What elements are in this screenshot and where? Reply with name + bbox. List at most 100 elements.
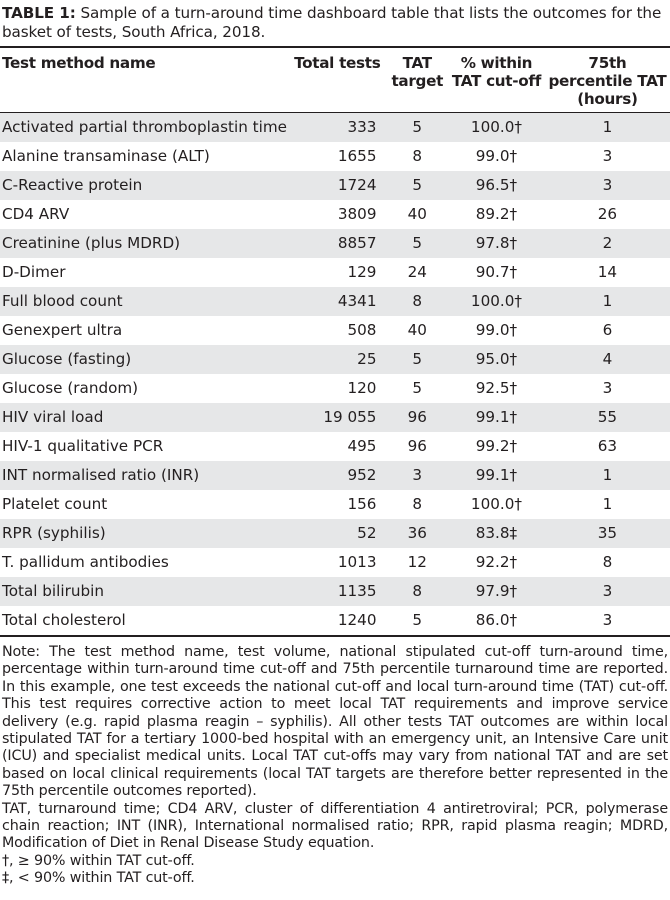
- abbreviations-paragraph: TAT, turnaround time; CD4 ARV, cluster o…: [2, 800, 668, 852]
- tat-table: Test method name Total tests TAT target …: [0, 46, 670, 637]
- cell-pct-within: 100.0†: [448, 287, 545, 316]
- cell-tat-target: 40: [407, 321, 427, 339]
- cell-test-name: Total bilirubin: [0, 577, 289, 606]
- cell-pct-within: 99.1†: [448, 403, 545, 432]
- cell-pct-within: 99.2†: [475, 437, 518, 455]
- cell-pct-within: 100.0†: [448, 112, 545, 142]
- cell-test-name: D-Dimer: [2, 263, 66, 281]
- cell-pct-within: 100.0†: [470, 495, 522, 513]
- cell-total-tests: 19 055: [288, 403, 387, 432]
- cell-total-tests: 120: [347, 379, 377, 397]
- cell-test-name: INT normalised ratio (INR): [0, 461, 289, 490]
- cell-tat-target: 96: [407, 437, 427, 455]
- cell-total-tests: 1240: [337, 611, 377, 629]
- cell-75th-percentile: 35: [544, 519, 670, 548]
- cell-tat-target: 8: [386, 287, 449, 316]
- cell-pct-within: 99.0†: [475, 321, 518, 339]
- cell-pct-within: 95.0†: [448, 345, 545, 374]
- cell-total-tests: 4341: [288, 287, 387, 316]
- table-row: D-Dimer 129 24 90.7† 14: [0, 258, 670, 287]
- cell-tat-target: 3: [386, 461, 449, 490]
- cell-tat-target: 5: [412, 611, 423, 629]
- cell-75th-percentile: 63: [597, 437, 618, 455]
- cell-tat-target: 24: [407, 263, 427, 281]
- cell-total-tests: 129: [347, 263, 377, 281]
- table-row: Creatinine (plus MDRD) 8857 5 97.8† 2: [0, 229, 670, 258]
- cell-total-tests: 25: [288, 345, 387, 374]
- cell-total-tests: 1655: [337, 147, 377, 165]
- cell-test-name: RPR (syphilis): [0, 519, 289, 548]
- header-75th-percentile: 75th percentile TAT (hours): [548, 54, 667, 108]
- double-dagger-footnote: ‡, < 90% within TAT cut-off.: [2, 870, 195, 887]
- cell-total-tests: 495: [347, 437, 377, 455]
- cell-75th-percentile: 14: [597, 263, 618, 281]
- table-row: Glucose (random) 120 5 92.5† 3: [0, 374, 670, 403]
- cell-pct-within: 86.0†: [475, 611, 518, 629]
- table-row: Genexpert ultra 508 40 99.0† 6: [0, 316, 670, 345]
- cell-total-tests: 3809: [337, 205, 377, 223]
- cell-test-name: Full blood count: [0, 287, 289, 316]
- cell-tat-target: 5: [386, 345, 449, 374]
- table-row: Alanine transaminase (ALT) 1655 8 99.0† 3: [0, 142, 670, 171]
- caption-label: TABLE 1:: [2, 4, 76, 22]
- cell-test-name: Glucose (fasting): [0, 345, 289, 374]
- note-paragraph: Note: The test method name, test volume,…: [2, 644, 668, 800]
- cell-total-tests: 952: [288, 461, 387, 490]
- cell-tat-target: 8: [386, 577, 449, 606]
- cell-75th-percentile: 1: [602, 495, 613, 513]
- cell-tat-target: 96: [386, 403, 449, 432]
- cell-total-tests: 8857: [288, 229, 387, 258]
- cell-test-name: Creatinine (plus MDRD): [0, 229, 289, 258]
- cell-test-name: Glucose (random): [2, 379, 139, 397]
- cell-total-tests: 508: [347, 321, 377, 339]
- cell-pct-within: 83.8‡: [448, 519, 545, 548]
- table-notes: Note: The test method name, test volume,…: [2, 644, 668, 888]
- cell-pct-within: 90.7†: [475, 263, 518, 281]
- cell-tat-target: 8: [412, 147, 423, 165]
- cell-75th-percentile: 55: [544, 403, 670, 432]
- cell-pct-within: 89.2†: [475, 205, 518, 223]
- cell-pct-within: 97.9†: [448, 577, 545, 606]
- cell-test-name: Platelet count: [2, 495, 108, 513]
- cell-pct-within: 96.5†: [448, 171, 545, 200]
- cell-tat-target: 5: [412, 379, 423, 397]
- table-row: HIV-1 qualitative PCR 495 96 99.2† 63: [0, 432, 670, 461]
- cell-75th-percentile: 8: [602, 553, 613, 571]
- table-row: C-Reactive protein 1724 5 96.5† 3: [0, 171, 670, 200]
- cell-pct-within: 99.0†: [475, 147, 518, 165]
- dagger-footnote: †, ≥ 90% within TAT cut-off.: [2, 852, 195, 869]
- table-row: Glucose (fasting) 25 5 95.0† 4: [0, 345, 670, 374]
- header-tat-target: TAT target: [391, 54, 444, 90]
- header-total-tests: Total tests: [294, 54, 381, 72]
- table-row: Activated partial thromboplastin time 333…: [0, 112, 670, 142]
- cell-75th-percentile: 4: [544, 345, 670, 374]
- cell-test-name: Alanine transaminase (ALT): [2, 147, 210, 165]
- cell-test-name: Genexpert ultra: [2, 321, 123, 339]
- cell-tat-target: 5: [386, 229, 449, 258]
- table-row: Total cholesterol 1240 5 86.0† 3: [0, 606, 670, 636]
- cell-pct-within: 92.2†: [475, 553, 518, 571]
- cell-tat-target: 40: [407, 205, 427, 223]
- cell-test-name: HIV-1 qualitative PCR: [2, 437, 164, 455]
- header-row: Test method name Total tests TAT target …: [0, 47, 670, 113]
- cell-75th-percentile: 2: [544, 229, 670, 258]
- cell-75th-percentile: 3: [602, 147, 613, 165]
- table-row: CD4 ARV 3809 40 89.2† 26: [0, 200, 670, 229]
- cell-total-tests: 333: [288, 112, 387, 142]
- cell-total-tests: 1013: [337, 553, 377, 571]
- table-row: INT normalised ratio (INR) 952 3 99.1† 1: [0, 461, 670, 490]
- cell-75th-percentile: 3: [544, 171, 670, 200]
- table-row: HIV viral load 19 055 96 99.1† 55: [0, 403, 670, 432]
- cell-tat-target: 5: [386, 112, 449, 142]
- cell-tat-target: 12: [407, 553, 427, 571]
- cell-75th-percentile: 3: [602, 611, 613, 629]
- cell-total-tests: 52: [288, 519, 387, 548]
- table-caption: TABLE 1: Sample of a turn-around time da…: [2, 4, 668, 42]
- cell-pct-within: 99.1†: [448, 461, 545, 490]
- cell-test-name: Activated partial thromboplastin time: [0, 112, 289, 142]
- cell-test-name: C-Reactive protein: [0, 171, 289, 200]
- cell-75th-percentile: 1: [544, 287, 670, 316]
- cell-test-name: HIV viral load: [0, 403, 289, 432]
- header-pct-within: % within TAT cut-off: [451, 54, 542, 90]
